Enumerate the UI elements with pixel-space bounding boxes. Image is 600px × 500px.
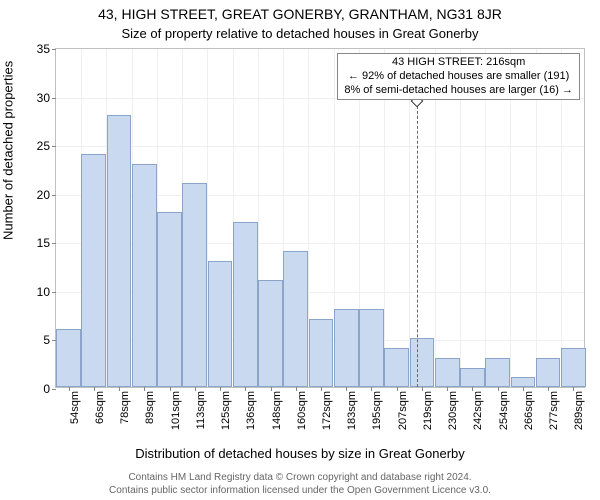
histogram-bar — [258, 280, 283, 387]
attrib-line-1: Contains HM Land Registry data © Crown c… — [0, 472, 600, 485]
x-axis-label: Distribution of detached houses by size … — [0, 446, 600, 461]
xtick-label: 125sqm — [220, 391, 232, 430]
page-title: 43, HIGH STREET, GREAT GONERBY, GRANTHAM… — [0, 6, 600, 22]
histogram-bar — [384, 348, 409, 387]
page-subtitle: Size of property relative to detached ho… — [0, 26, 600, 41]
ytick-mark — [52, 146, 56, 147]
ytick-mark — [52, 243, 56, 244]
xtick-label: 78sqm — [119, 391, 131, 424]
xtick-label: 172sqm — [321, 391, 333, 430]
gridline-h — [56, 146, 584, 147]
ytick-label: 35 — [37, 42, 50, 56]
annotation-line-2: ← 92% of detached houses are smaller (19… — [344, 70, 573, 84]
attrib-line-2: Contains public sector information licen… — [0, 485, 600, 498]
histogram-bar — [56, 329, 81, 387]
ytick-label: 0 — [43, 382, 50, 396]
histogram-bar — [81, 154, 106, 387]
ytick-label: 5 — [43, 333, 50, 347]
annotation-box: 43 HIGH STREET: 216sqm← 92% of detached … — [337, 53, 580, 100]
annotation-line-3: 8% of semi-detached houses are larger (1… — [344, 84, 573, 98]
histogram-bar — [359, 309, 384, 387]
reference-line — [417, 101, 418, 387]
histogram-bar — [309, 319, 334, 387]
histogram-bar — [157, 212, 182, 387]
ytick-mark — [52, 49, 56, 50]
annotation-line-1: 43 HIGH STREET: 216sqm — [344, 56, 573, 70]
histogram-bar — [182, 183, 207, 387]
histogram-bar — [536, 358, 561, 387]
xtick-label: 266sqm — [523, 391, 535, 430]
xtick-label: 54sqm — [69, 391, 81, 424]
xtick-label: 148sqm — [271, 391, 283, 430]
histogram-plot: 0510152025303554sqm66sqm78sqm89sqm101sqm… — [55, 48, 585, 388]
plot-frame: 0510152025303554sqm66sqm78sqm89sqm101sqm… — [55, 48, 585, 388]
histogram-bar — [561, 348, 586, 387]
ytick-label: 10 — [37, 285, 50, 299]
xtick-label: 89sqm — [144, 391, 156, 424]
xtick-label: 242sqm — [472, 391, 484, 430]
attribution: Contains HM Land Registry data © Crown c… — [0, 472, 600, 497]
xtick-label: 101sqm — [170, 391, 182, 430]
histogram-bar — [208, 261, 233, 387]
xtick-label: 195sqm — [371, 391, 383, 430]
xtick-label: 219sqm — [422, 391, 434, 430]
xtick-label: 277sqm — [548, 391, 560, 430]
histogram-bar — [334, 309, 359, 387]
xtick-label: 289sqm — [573, 391, 585, 430]
ytick-label: 20 — [37, 188, 50, 202]
y-axis-label: Number of detached properties — [1, 61, 16, 240]
histogram-bar — [460, 368, 485, 387]
xtick-label: 66sqm — [94, 391, 106, 424]
histogram-bar — [283, 251, 308, 387]
ytick-label: 30 — [37, 91, 50, 105]
ytick-label: 25 — [37, 139, 50, 153]
xtick-label: 254sqm — [498, 391, 510, 430]
histogram-bar — [410, 338, 435, 387]
ytick-mark — [52, 195, 56, 196]
histogram-bar — [511, 377, 536, 387]
xtick-label: 113sqm — [195, 391, 207, 429]
xtick-label: 183sqm — [346, 391, 358, 430]
xtick-label: 136sqm — [245, 391, 257, 430]
histogram-bar — [485, 358, 510, 387]
histogram-bar — [132, 164, 157, 387]
xtick-label: 230sqm — [447, 391, 459, 430]
ytick-mark — [52, 98, 56, 99]
xtick-label: 160sqm — [296, 391, 308, 430]
ytick-mark — [52, 292, 56, 293]
ytick-label: 15 — [37, 236, 50, 250]
ytick-mark — [52, 389, 56, 390]
histogram-bar — [233, 222, 258, 387]
xtick-label: 207sqm — [397, 391, 409, 430]
histogram-bar — [435, 358, 460, 387]
histogram-bar — [107, 115, 132, 387]
